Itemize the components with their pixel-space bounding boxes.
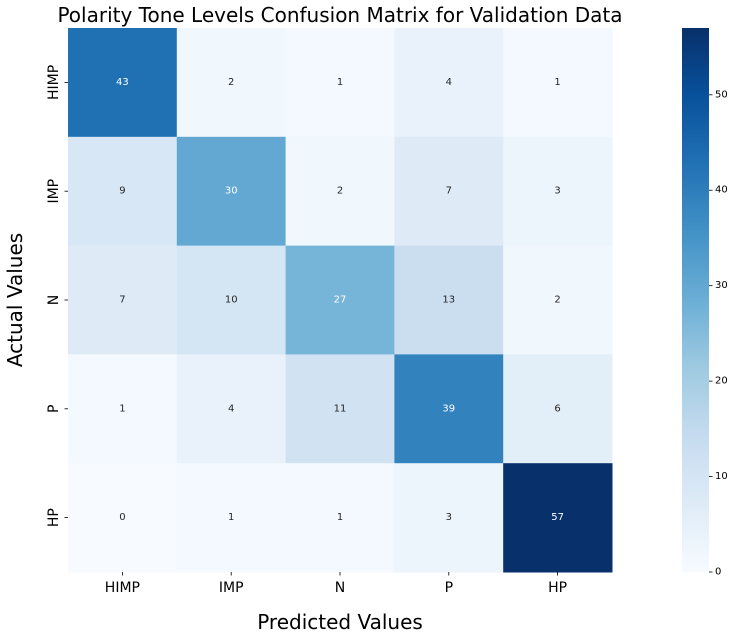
heatmap-cell-r0-c3 (394, 28, 504, 138)
colorbar-tick-label-3: 30 (715, 280, 728, 291)
colorbar (682, 28, 709, 572)
cell-value-r1-c2: 2 (337, 186, 343, 197)
heatmap-cell-r1-c1 (176, 136, 287, 247)
cell-value-r2-c4: 2 (554, 295, 560, 306)
cell-value-r1-c0: 9 (119, 186, 125, 197)
y-tick-label-3: P (46, 405, 62, 413)
cell-value-r2-c2: 27 (334, 295, 347, 306)
colorbar-tick-label-0: 0 (715, 567, 721, 578)
cell-value-r0-c4: 1 (554, 77, 560, 88)
cell-value-r4-c4: 57 (551, 512, 564, 523)
heatmap-cell-r2-c3 (394, 245, 504, 355)
colorbar-tick-label-5: 50 (715, 89, 728, 100)
heatmap-cell-r2-c2 (285, 245, 395, 355)
heatmap-cell-r3-c1 (176, 354, 287, 464)
colorbar-tick-label-4: 40 (715, 185, 728, 196)
x-axis-label: Predicted Values (257, 610, 423, 634)
heatmap-cell-r4-c4 (503, 463, 613, 573)
x-tick-label-4: HP (548, 580, 567, 596)
heatmap-cell-r1-c2 (285, 136, 395, 247)
cell-value-r4-c2: 1 (337, 512, 343, 523)
heatmap-cell-r2-c4 (503, 245, 613, 355)
heatmap-cell-r1-c4 (503, 136, 613, 247)
cell-value-r3-c0: 1 (119, 403, 125, 414)
heatmap-cell-r0-c1 (176, 28, 287, 138)
heatmap-cell-r0-c4 (503, 28, 613, 138)
cell-value-r0-c3: 4 (446, 77, 452, 88)
cell-value-r2-c3: 13 (442, 295, 455, 306)
colorbar-tick-label-1: 10 (715, 471, 728, 482)
heatmap-cell-r4-c0 (68, 463, 178, 573)
cell-value-r2-c0: 7 (119, 295, 125, 306)
heatmap-cell-r2-c0 (68, 245, 178, 355)
cell-value-r2-c1: 10 (225, 295, 238, 306)
cell-value-r1-c4: 3 (554, 186, 560, 197)
x-tick-label-0: HIMP (105, 580, 140, 596)
heatmap-cell-r1-c0 (68, 136, 178, 247)
heatmap-cell-r1-c3 (394, 136, 504, 247)
cell-value-r4-c0: 0 (119, 512, 125, 523)
cell-value-labels: 43 2 1 4 19 30 2 7 37 10 27 13 21 4 11 39 60 1 1 3 57 (116, 77, 564, 523)
heatmap-cell-r0-c0 (68, 28, 178, 138)
y-tick-label-2: N (46, 295, 62, 305)
cell-value-r3-c4: 6 (554, 403, 560, 414)
cell-value-r0-c0: 43 (116, 77, 129, 88)
heatmap-cell-r4-c2 (285, 463, 395, 573)
heatmap-cell-r2-c1 (176, 245, 287, 355)
heatmap-cell-r0-c2 (285, 28, 395, 138)
cell-value-r3-c2: 11 (334, 403, 347, 414)
y-tick-label-0: HIMP (46, 65, 62, 100)
cell-value-r4-c3: 3 (446, 512, 452, 523)
heatmap-cell-r3-c2 (285, 354, 395, 464)
colorbar-ticks: 0 10 20 30 40 50 (709, 89, 728, 578)
y-axis-label: Actual Values (3, 233, 27, 367)
chart-title: Polarity Tone Levels Confusion Matrix fo… (57, 3, 622, 27)
heatmap-cells (68, 28, 613, 573)
heatmap-cell-r4-c1 (176, 463, 287, 573)
colorbar-tick-label-2: 20 (715, 376, 728, 387)
x-tick-label-1: IMP (219, 580, 244, 596)
cell-value-r0-c2: 1 (337, 77, 343, 88)
cell-value-r1-c1: 30 (225, 186, 238, 197)
heatmap-cell-r4-c3 (394, 463, 504, 573)
y-axis-ticks: HIMP IMP N P HP (46, 65, 68, 527)
heatmap-cell-r3-c3 (394, 354, 504, 464)
cell-value-r3-c1: 4 (228, 403, 234, 414)
cell-value-r3-c3: 39 (442, 403, 455, 414)
x-tick-label-2: N (335, 580, 345, 596)
cell-value-r1-c3: 7 (446, 186, 452, 197)
x-axis-ticks: HIMP IMP N P HP (105, 572, 567, 596)
cell-value-r4-c1: 1 (228, 512, 234, 523)
x-tick-label-3: P (445, 580, 453, 596)
y-tick-label-1: IMP (46, 179, 62, 204)
y-tick-label-4: HP (46, 508, 62, 527)
heatmap-cell-r3-c4 (503, 354, 613, 464)
cell-value-r0-c1: 2 (228, 77, 234, 88)
heatmap-cell-r3-c0 (68, 354, 178, 464)
